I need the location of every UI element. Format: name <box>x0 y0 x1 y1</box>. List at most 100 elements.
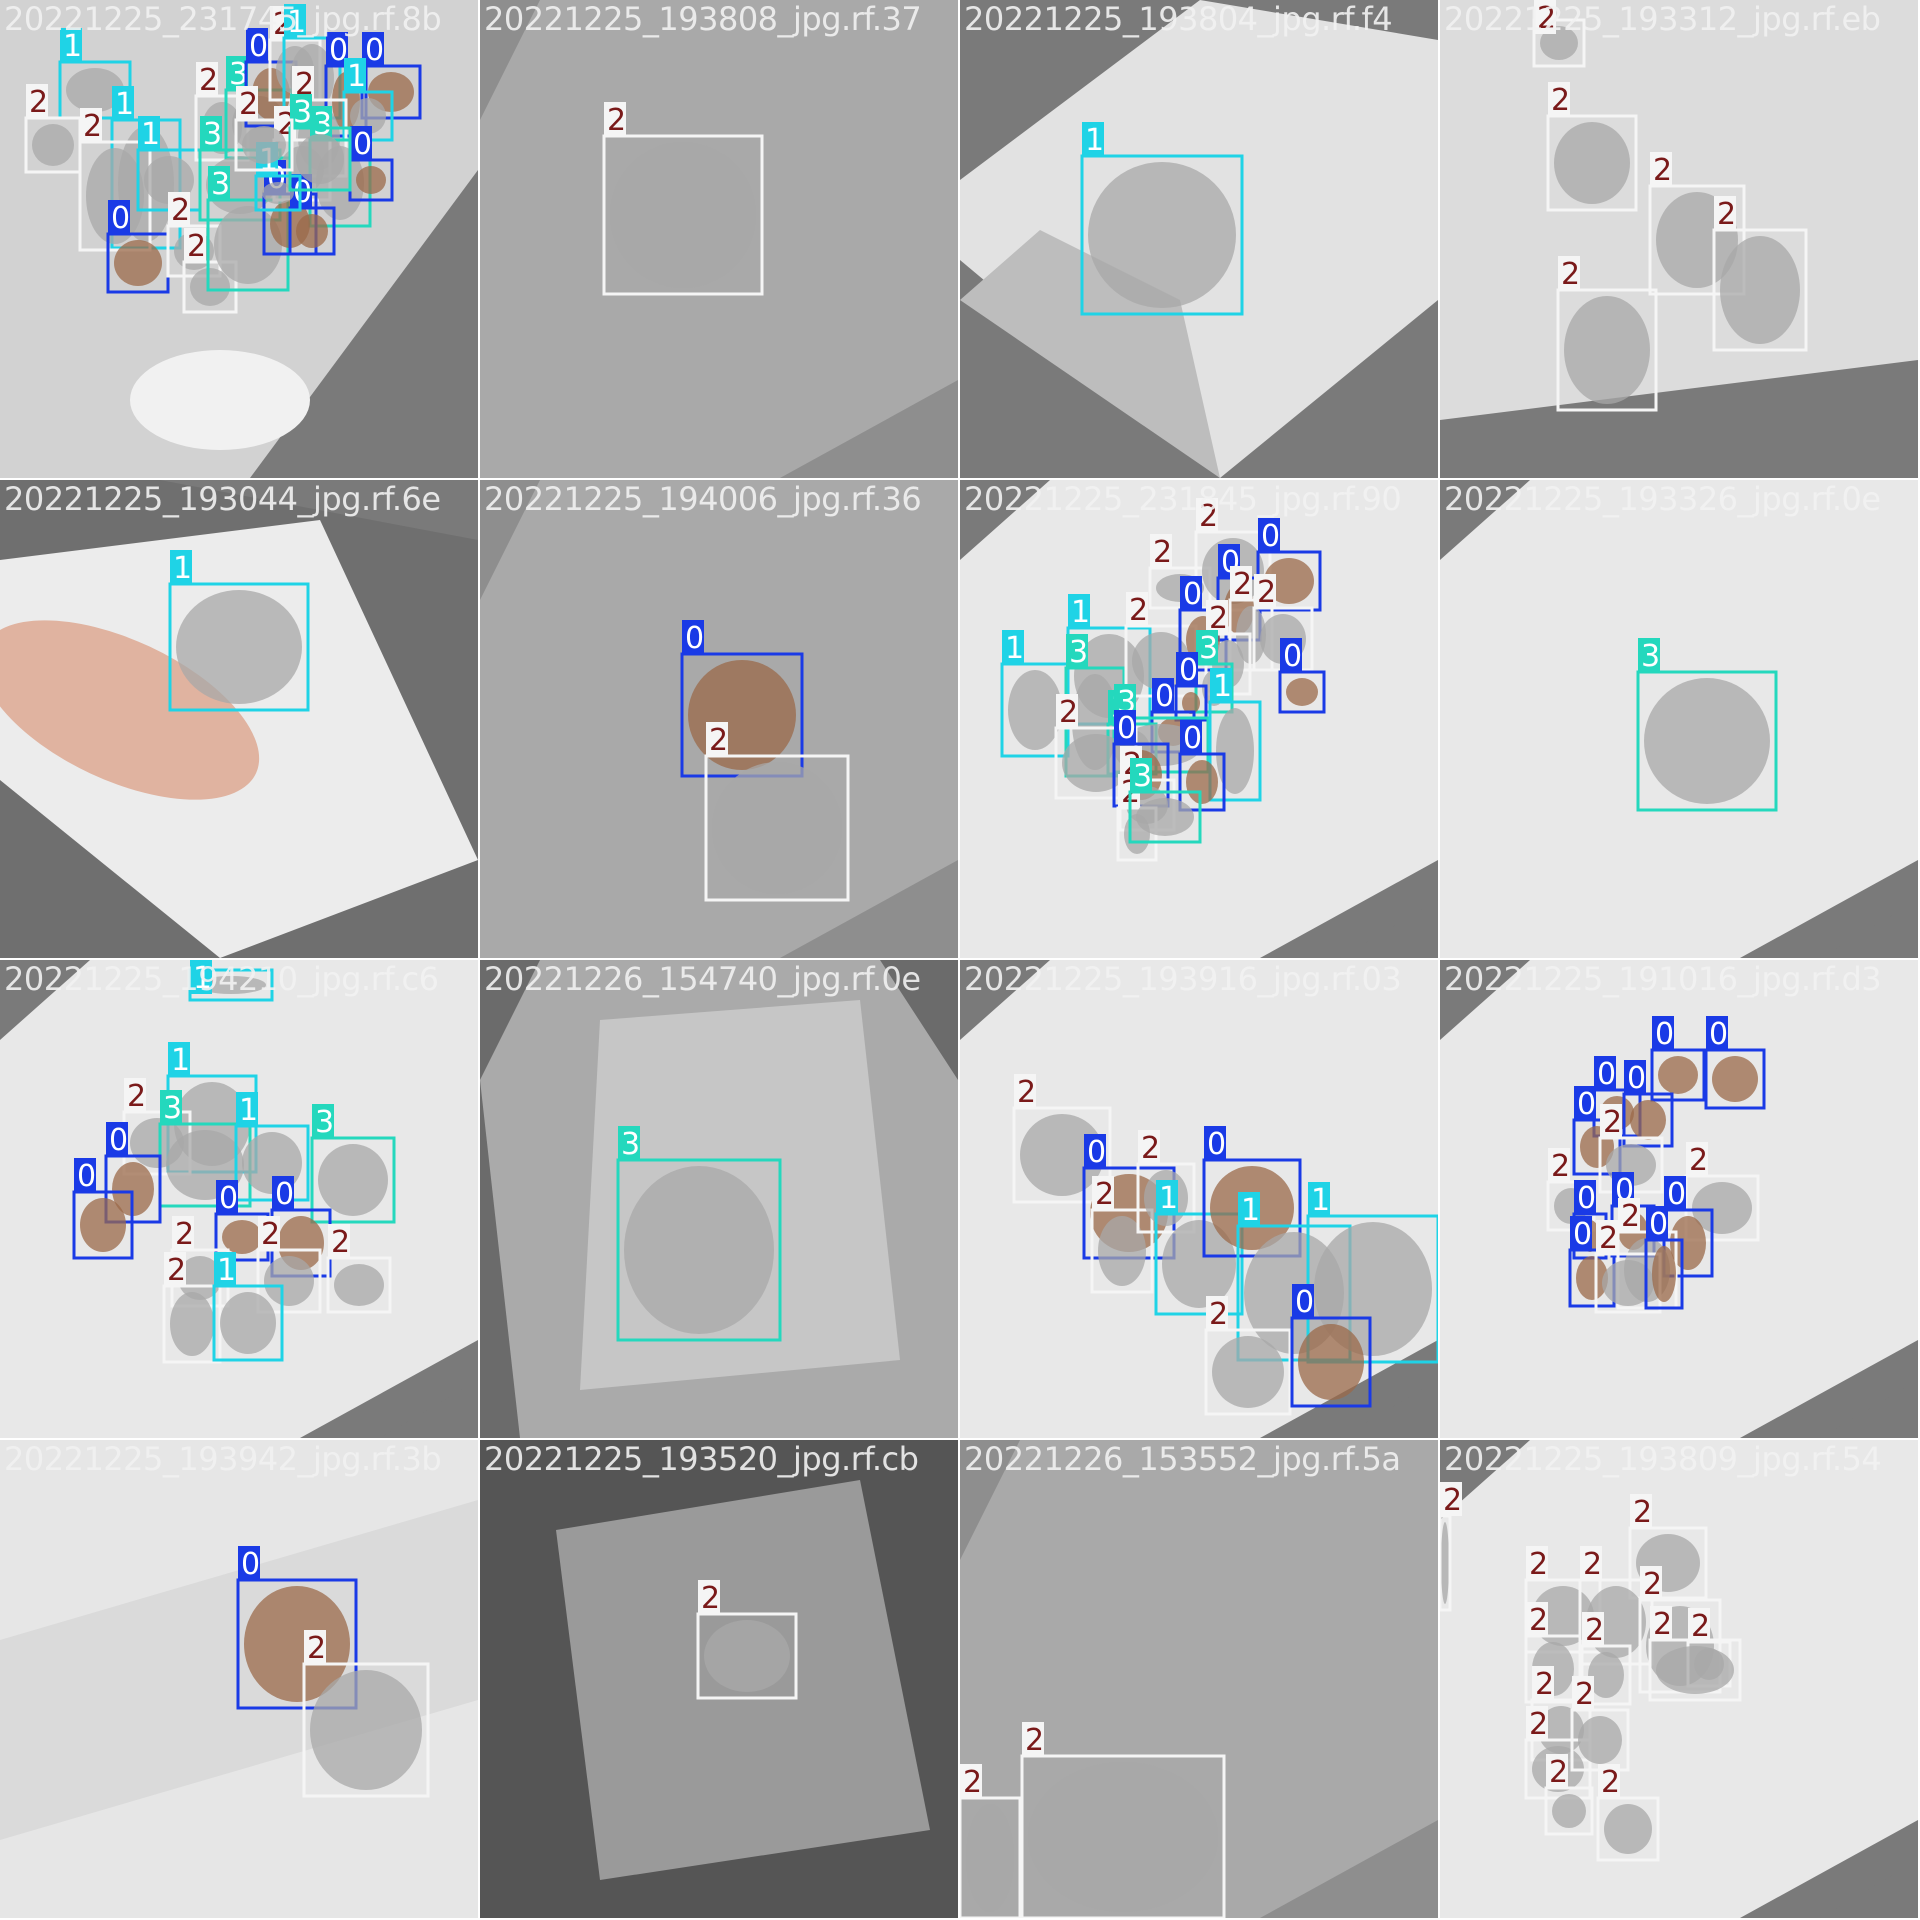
class-label-bg <box>168 1042 190 1076</box>
class-label-bg <box>1022 1722 1044 1756</box>
class-label: 2 <box>1583 1547 1602 1582</box>
tile-image: 2 <box>480 0 958 478</box>
class-label-bg <box>1600 1104 1622 1138</box>
class-label: 0 <box>1597 1057 1616 1092</box>
coin <box>296 134 344 184</box>
class-label: 0 <box>1087 1135 1106 1170</box>
class-label: 0 <box>1655 1017 1674 1052</box>
class-label-bg <box>1624 1060 1646 1094</box>
class-label: 2 <box>1551 83 1570 118</box>
coin <box>1720 236 1800 344</box>
bbox-rect <box>1208 700 1262 802</box>
class-label-bg <box>1548 82 1570 116</box>
detection-box: 2 <box>1712 196 1808 352</box>
class-label: 2 <box>1537 1 1556 36</box>
class-label-bg <box>1258 518 1280 552</box>
class-label: 3 <box>203 117 222 152</box>
coin <box>262 182 294 204</box>
detection-box: 2 <box>1594 1220 1662 1314</box>
class-label: 2 <box>1025 1723 1044 1758</box>
coin <box>1186 760 1218 804</box>
class-label-bg <box>1646 1206 1668 1240</box>
bbox-rect <box>1290 1316 1372 1408</box>
class-label-bg <box>1546 1754 1568 1788</box>
detection-box: 2 <box>1596 1764 1660 1862</box>
class-label-bg <box>1206 1296 1228 1330</box>
class-label-bg <box>236 86 258 120</box>
detection-box: 3 <box>310 1104 396 1224</box>
class-label-bg <box>170 550 192 584</box>
class-label: 2 <box>187 229 206 264</box>
detection-box: 2 <box>1546 82 1638 212</box>
class-label: 2 <box>1153 535 1172 570</box>
class-label-bg <box>226 56 248 90</box>
class-label: 3 <box>313 107 332 142</box>
class-label: 2 <box>1017 1075 1036 1110</box>
class-label: 0 <box>1573 1217 1592 1252</box>
class-label: 1 <box>347 59 366 94</box>
class-label-bg <box>1526 1546 1548 1580</box>
class-label: 2 <box>1653 153 1672 188</box>
class-label-bg <box>258 1216 280 1250</box>
class-label-bg <box>362 32 384 66</box>
coin <box>80 1198 126 1252</box>
detection-box: 2 <box>1204 1296 1292 1416</box>
detection-box: 0 <box>1662 1176 1714 1278</box>
detection-box: 0 <box>348 126 394 202</box>
class-label: 0 <box>365 33 384 68</box>
coin <box>222 1220 262 1254</box>
coin <box>1656 1646 1734 1694</box>
coin <box>190 268 230 306</box>
class-label-bg <box>1618 1198 1640 1232</box>
bbox-rect <box>1636 670 1778 812</box>
class-label: 2 <box>1561 257 1580 292</box>
class-label: 1 <box>1071 595 1090 630</box>
coin <box>688 660 796 770</box>
coin <box>1712 1056 1758 1102</box>
bbox-rect <box>302 1662 430 1798</box>
bbox-rect <box>1202 1158 1302 1258</box>
coin <box>1162 1220 1236 1308</box>
class-label-bg <box>1570 1216 1592 1250</box>
coin <box>1552 1794 1586 1828</box>
class-label-bg <box>1114 684 1136 718</box>
bbox-rect <box>1596 1796 1660 1862</box>
class-label-bg <box>1686 1142 1708 1176</box>
detection-box: 1 <box>188 960 274 1002</box>
class-label: 0 <box>109 1123 128 1158</box>
coin <box>318 1144 388 1216</box>
bbox-rect <box>960 1796 1022 1918</box>
class-label: 0 <box>1183 721 1202 756</box>
tile-image: 3 <box>480 960 958 1438</box>
class-label-bg <box>1594 1056 1616 1090</box>
class-label-bg <box>1084 1134 1106 1168</box>
bbox-rect <box>1178 608 1228 672</box>
coin <box>1588 1652 1624 1698</box>
class-label-bg <box>328 1224 350 1258</box>
class-label-bg <box>200 116 222 150</box>
class-label-bg <box>1180 720 1202 754</box>
class-label-bg <box>184 228 206 262</box>
class-label-bg <box>604 102 626 136</box>
class-label: 0 <box>1117 711 1136 746</box>
tile-image: 1 <box>0 480 478 958</box>
class-label: 2 <box>1141 1131 1160 1166</box>
class-label: 1 <box>1159 1181 1178 1216</box>
bbox-rect <box>1136 1162 1196 1234</box>
class-label-bg <box>216 1180 238 1214</box>
class-label: 2 <box>1549 1755 1568 1790</box>
class-label-bg <box>190 960 212 994</box>
class-label: 2 <box>1717 197 1736 232</box>
detection-box: 3 <box>616 1126 782 1342</box>
detection-box: 2 <box>1684 1142 1760 1242</box>
class-label: 0 <box>1577 1181 1596 1216</box>
bbox-rect <box>1532 18 1586 68</box>
detection-box: 0 <box>1568 1216 1616 1308</box>
bbox-rect <box>1662 1208 1714 1278</box>
class-label: 0 <box>275 1177 294 1212</box>
coin <box>264 1256 314 1306</box>
class-label: 2 <box>83 109 102 144</box>
class-label: 0 <box>1709 1017 1728 1052</box>
